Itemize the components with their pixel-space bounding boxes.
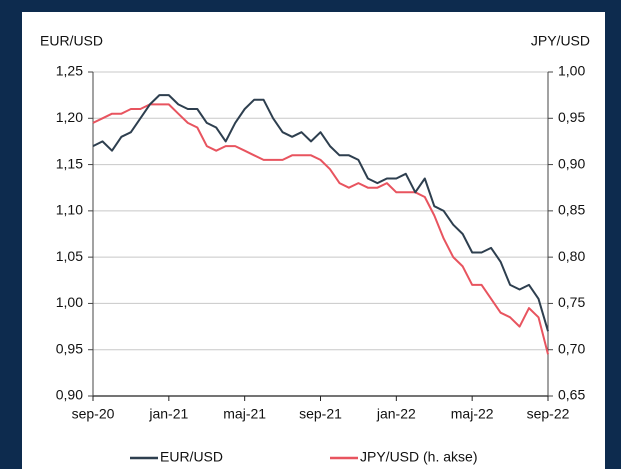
panel — [22, 12, 605, 469]
y-axis-title: EUR/USD — [40, 33, 103, 49]
series-line — [92, 103, 549, 355]
y-tick-label: 1,00 — [56, 294, 83, 310]
y-tick-label: 1,10 — [56, 202, 83, 218]
y2-tick-label: 0,85 — [558, 202, 585, 218]
y2-tick-label: 0,65 — [558, 387, 585, 403]
x-tick-label: sep-22 — [527, 406, 570, 422]
y2-tick-label: 0,90 — [558, 155, 585, 171]
y2-tick-label: 0,70 — [558, 340, 585, 356]
y2-tick-label: 1,00 — [558, 63, 585, 79]
y-tick-label: 0,95 — [56, 340, 83, 356]
y2-axis-title: JPY/USD — [531, 33, 590, 49]
legend-label: EUR/USD — [160, 449, 223, 465]
y2-tick-label: 0,80 — [558, 248, 585, 264]
y-tick-label: 0,90 — [56, 387, 83, 403]
y-tick-label: 1,15 — [56, 155, 83, 171]
x-tick-label: jan-22 — [376, 406, 416, 422]
x-tick-label: jan-21 — [148, 406, 188, 422]
y-tick-label: 1,25 — [56, 63, 83, 79]
x-tick-label: maj-22 — [451, 406, 494, 422]
series-line — [92, 94, 549, 332]
x-tick-label: sep-20 — [72, 406, 115, 422]
y-tick-label: 1,05 — [56, 248, 83, 264]
x-tick-label: maj-21 — [223, 406, 266, 422]
y2-tick-label: 0,75 — [558, 294, 585, 310]
legend-label: JPY/USD (h. akse) — [360, 449, 477, 465]
x-tick-label: sep-21 — [299, 406, 342, 422]
y2-tick-label: 0,95 — [558, 109, 585, 125]
y-tick-label: 1,20 — [56, 109, 83, 125]
